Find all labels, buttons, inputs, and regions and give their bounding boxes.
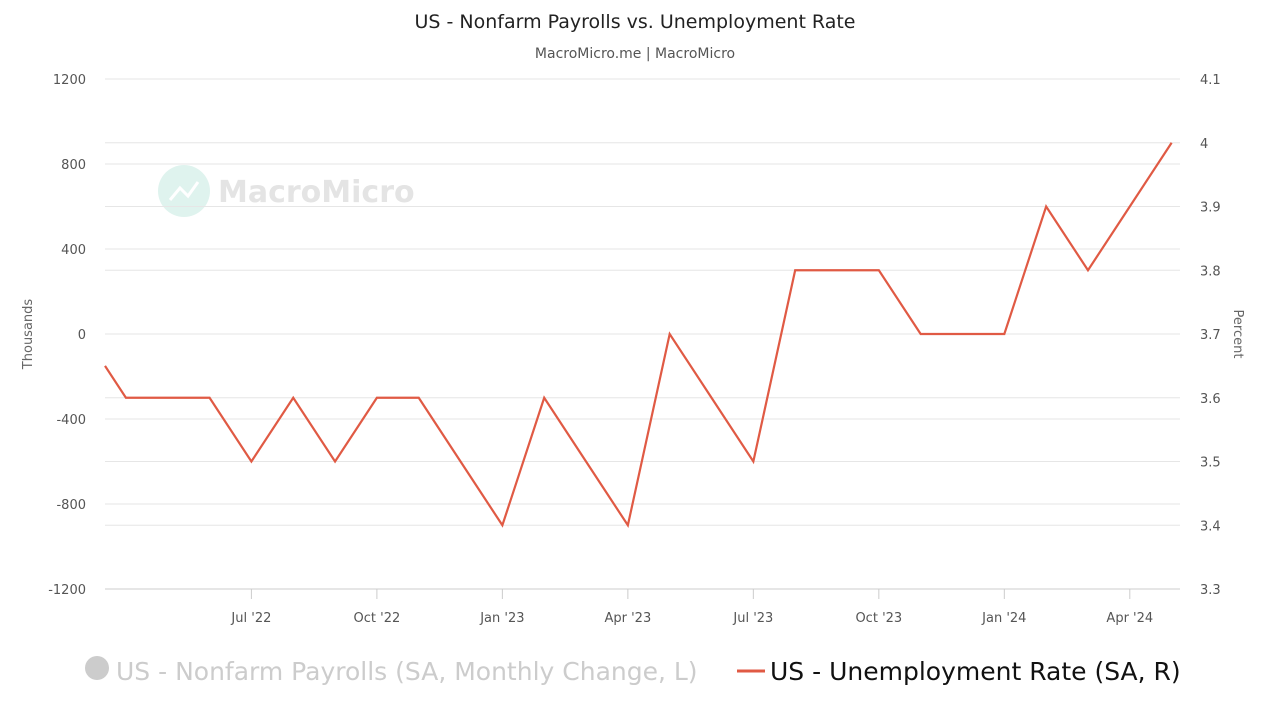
left-axis-ticks: 1200 800 400 0 -400 -800 -1200 [48, 73, 86, 598]
right-axis-ticks: 4.1 4 3.9 3.8 3.7 3.6 3.5 3.4 3.3 [1200, 73, 1221, 598]
left-tick-label: -400 [56, 413, 86, 428]
legend: US - Nonfarm Payrolls (SA, Monthly Chang… [85, 656, 1181, 686]
x-tick-label: Jan '24 [981, 611, 1026, 626]
x-axis: Jul '22 Oct '22 Jan '23 Apr '23 Jul '23 Oct '… [105, 588, 1180, 626]
left-axis-label: Thousands [21, 299, 36, 371]
series-layer [104, 142, 1173, 529]
right-tick-label: 4 [1200, 137, 1208, 152]
chart-subtitle: MacroMicro.me | MacroMicro [535, 46, 735, 62]
watermark-text: MacroMicro [218, 175, 415, 210]
chart-title: US - Nonfarm Payrolls vs. Unemployment R… [414, 11, 855, 33]
left-tick-label: -800 [56, 498, 86, 513]
right-tick-label: 3.3 [1200, 583, 1221, 598]
x-tick-label: Oct '22 [354, 611, 401, 626]
legend-marker-nonfarm-payrolls [85, 656, 109, 680]
left-tick-label: 400 [61, 243, 86, 258]
right-tick-label: 3.5 [1200, 456, 1221, 471]
watermark: MacroMicro [158, 165, 415, 217]
right-tick-label: 3.9 [1200, 201, 1221, 216]
series-line-unemployment-rate [104, 142, 1173, 529]
legend-label-unemployment-rate: US - Unemployment Rate (SA, R) [770, 657, 1181, 686]
legend-item-nonfarm-payrolls[interactable]: US - Nonfarm Payrolls (SA, Monthly Chang… [85, 656, 698, 686]
left-tick-label: 800 [61, 158, 86, 173]
x-tick-label: Apr '23 [604, 611, 651, 626]
right-tick-label: 3.8 [1200, 264, 1221, 279]
x-tick-label: Apr '24 [1106, 611, 1153, 626]
grid [105, 78, 1180, 590]
right-tick-label: 3.6 [1200, 392, 1221, 407]
left-tick-label: 0 [78, 328, 86, 343]
right-tick-label: 3.4 [1200, 519, 1221, 534]
right-axis-label: Percent [1230, 310, 1245, 359]
x-tick-label: Jul '22 [230, 611, 271, 626]
right-tick-label: 4.1 [1200, 73, 1221, 88]
x-tick-label: Jan '23 [479, 611, 524, 626]
legend-label-nonfarm-payrolls: US - Nonfarm Payrolls (SA, Monthly Chang… [116, 657, 698, 686]
right-tick-label: 3.7 [1200, 328, 1221, 343]
x-tick-label: Jul '23 [732, 611, 773, 626]
legend-item-unemployment-rate[interactable]: US - Unemployment Rate (SA, R) [737, 657, 1181, 686]
left-tick-label: -1200 [48, 583, 86, 598]
x-tick-label: Oct '23 [855, 611, 902, 626]
left-tick-label: 1200 [53, 73, 86, 88]
